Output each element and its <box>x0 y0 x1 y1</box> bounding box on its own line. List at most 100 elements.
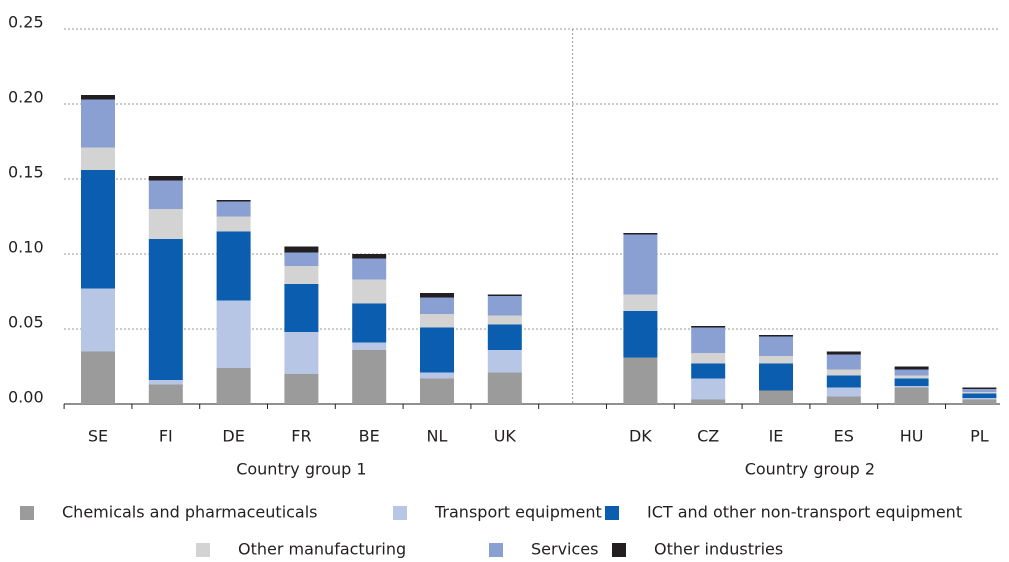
bar-segment <box>352 279 387 304</box>
bar-segment <box>691 326 726 328</box>
bar-segment <box>487 315 522 325</box>
bar-segment <box>216 200 251 202</box>
bar-segment <box>894 366 929 370</box>
bar-segment <box>894 386 929 388</box>
bar-segment <box>623 357 658 404</box>
bar-segment <box>962 389 997 392</box>
bar-segment <box>826 354 861 370</box>
legend-label: Other manufacturing <box>238 540 406 559</box>
bar-segment <box>81 288 115 352</box>
bar-segment <box>81 95 115 100</box>
bar-segment <box>216 368 251 404</box>
bar-segment <box>352 258 387 280</box>
bar-segment <box>284 332 319 374</box>
legend-swatch <box>196 543 210 557</box>
bar-segment <box>81 170 115 289</box>
bar-segment <box>148 176 183 181</box>
bar-segment <box>81 147 115 170</box>
bar-segment <box>420 378 454 404</box>
legend-swatch <box>612 543 626 557</box>
bar-segment <box>691 327 726 353</box>
legend-swatch <box>605 506 619 520</box>
bar-segment <box>216 231 251 301</box>
bar-segment <box>148 384 183 404</box>
x-tick-label: DE <box>222 427 244 446</box>
legend-swatch <box>489 543 503 557</box>
legend-swatch <box>393 506 407 520</box>
bar-segment <box>826 396 861 404</box>
bar-segment <box>962 398 997 400</box>
bar-segment <box>148 180 183 209</box>
y-tick-label: 0.00 <box>8 388 44 407</box>
bar-segment <box>148 239 183 380</box>
bar-segment <box>284 252 319 266</box>
legend-swatch <box>20 506 34 520</box>
bar-segment <box>894 387 929 404</box>
bar-segment <box>420 293 454 298</box>
bar-segment <box>894 369 929 376</box>
legend-label: Chemicals and pharmaceuticals <box>62 503 318 522</box>
bar-segment <box>759 390 793 404</box>
x-tick-label: SE <box>88 427 108 446</box>
bar-segment <box>623 234 658 295</box>
bar-segment <box>759 363 793 391</box>
group-label: Country group 1 <box>236 460 366 479</box>
legend-label: ICT and other non-transport equipment <box>647 503 962 522</box>
bar-segment <box>759 356 793 364</box>
bar-segment <box>894 378 929 386</box>
bar-segment <box>420 327 454 373</box>
bar-segment <box>487 324 522 350</box>
bar-segment <box>691 378 726 400</box>
x-tick-label: FR <box>291 427 311 446</box>
bar-segment <box>894 375 929 379</box>
x-tick-label: UK <box>494 427 517 446</box>
legend-label: Transport equipment <box>434 503 602 522</box>
bar-segment <box>148 380 183 385</box>
bar-segment <box>81 351 115 404</box>
bar-segment <box>826 375 861 388</box>
bar-segment <box>759 335 793 337</box>
bar-segment <box>623 294 658 311</box>
bar-segment <box>420 297 454 314</box>
bar-segment <box>284 374 319 404</box>
x-tick-label: HU <box>900 427 924 446</box>
bar-segment <box>284 246 319 253</box>
y-tick-label: 0.20 <box>8 88 44 107</box>
bar-segment <box>487 294 522 296</box>
x-tick-label: NL <box>427 427 448 446</box>
y-tick-label: 0.25 <box>8 13 44 32</box>
x-tick-label: CZ <box>697 427 719 446</box>
bar-segment <box>759 336 793 356</box>
y-tick-label: 0.15 <box>8 163 44 182</box>
bar-segment <box>352 254 387 259</box>
bar-segment <box>216 216 251 232</box>
bar-segment <box>216 201 251 217</box>
bar-segment <box>420 372 454 379</box>
bar-segment <box>487 350 522 373</box>
bar-segment <box>962 393 997 398</box>
x-tick-label: ES <box>834 427 854 446</box>
bar-segment <box>420 314 454 328</box>
x-tick-label: IE <box>769 427 784 446</box>
bar-segment <box>962 399 997 404</box>
bar-segment <box>623 233 658 235</box>
x-tick-label: BE <box>359 427 380 446</box>
bar-segment <box>826 369 861 376</box>
bar-segment <box>352 350 387 404</box>
bar-segment <box>148 209 183 239</box>
bar-segment <box>826 351 861 355</box>
bar-segment <box>284 284 319 332</box>
y-tick-label: 0.10 <box>8 238 44 257</box>
bar-segment <box>691 399 726 404</box>
group-label: Country group 2 <box>745 460 875 479</box>
bar-segment <box>216 300 251 368</box>
legend-label: Other industries <box>654 540 783 559</box>
bar-segment <box>962 387 997 389</box>
y-tick-label: 0.05 <box>8 313 44 332</box>
bar-segment <box>284 266 319 284</box>
bar-segment <box>691 353 726 364</box>
bar-segment <box>487 296 522 316</box>
x-tick-label: PL <box>970 427 989 446</box>
bar-segment <box>487 372 522 404</box>
